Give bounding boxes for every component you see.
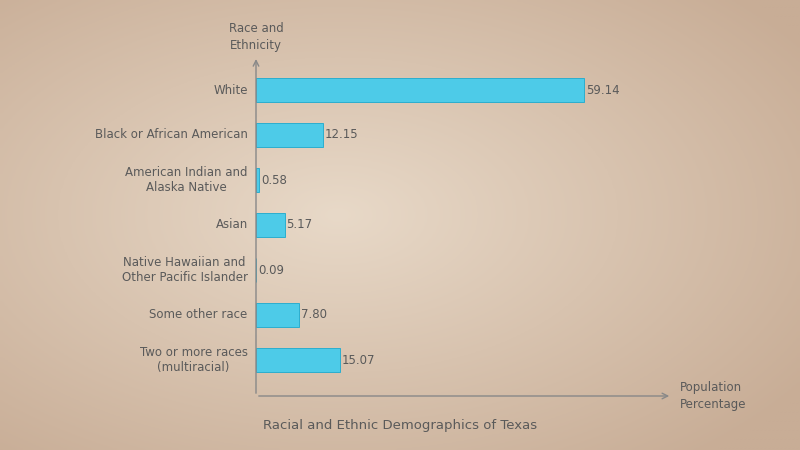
Text: Race and
Ethnicity: Race and Ethnicity — [229, 22, 283, 52]
Bar — [256, 78, 584, 102]
Text: 59.14: 59.14 — [586, 84, 619, 96]
Bar — [256, 348, 339, 372]
Text: 12.15: 12.15 — [325, 129, 358, 141]
Bar — [256, 123, 323, 147]
Text: Racial and Ethnic Demographics of Texas: Racial and Ethnic Demographics of Texas — [263, 419, 537, 432]
Text: 7.80: 7.80 — [301, 309, 327, 321]
Bar — [256, 168, 259, 192]
Text: 0.58: 0.58 — [261, 174, 286, 186]
Text: 5.17: 5.17 — [286, 219, 313, 231]
Text: 0.09: 0.09 — [258, 264, 284, 276]
Bar — [256, 213, 285, 237]
Bar — [256, 303, 299, 327]
Text: 15.07: 15.07 — [342, 354, 374, 366]
Text: Population
Percentage: Population Percentage — [680, 381, 747, 411]
